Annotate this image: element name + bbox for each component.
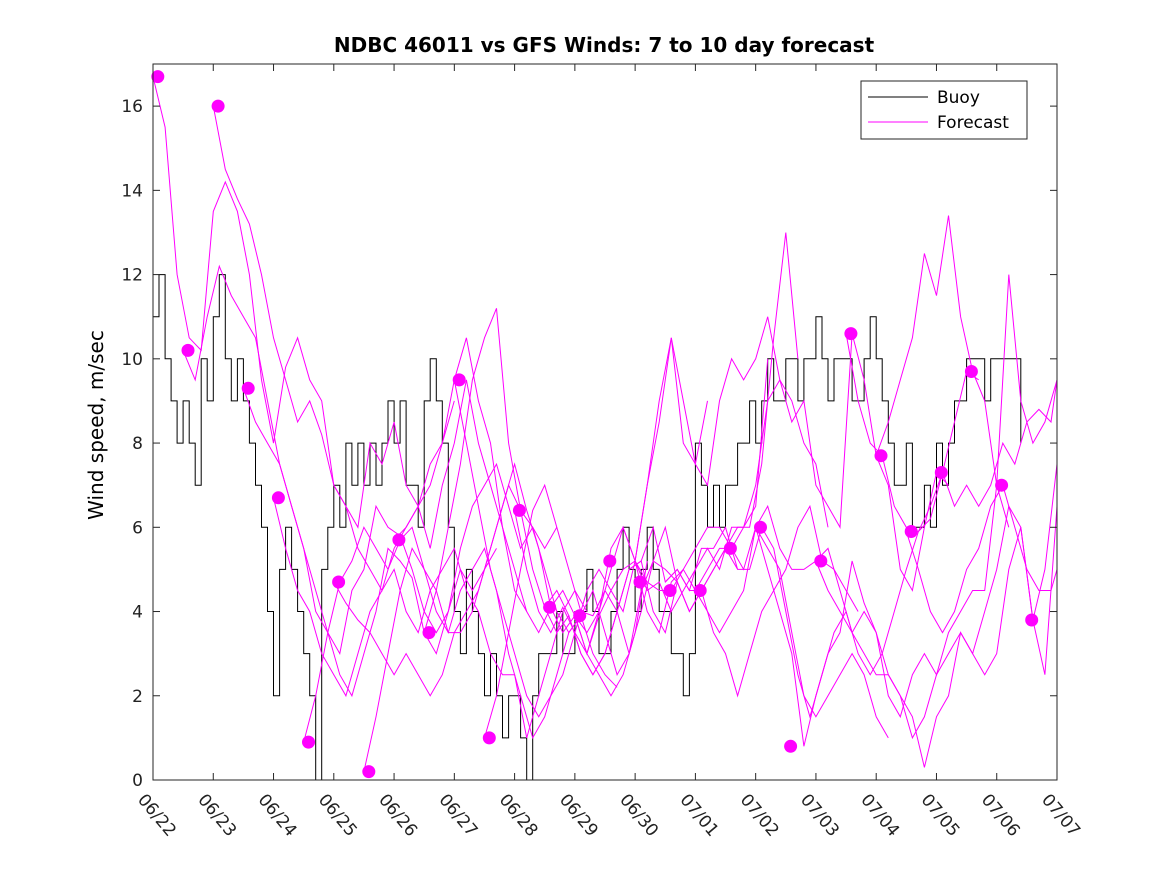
forecast-line-8 bbox=[363, 547, 678, 772]
y-tick-label: 10 bbox=[121, 350, 143, 370]
forecast-marker bbox=[452, 373, 466, 387]
forecast-markers bbox=[151, 70, 1039, 779]
y-tick-label: 2 bbox=[132, 687, 143, 707]
forecast-line-22 bbox=[875, 215, 1057, 486]
forecast-marker bbox=[844, 327, 858, 341]
forecast-line-7 bbox=[333, 462, 648, 697]
y-tick-label: 6 bbox=[132, 518, 143, 538]
forecast-marker bbox=[814, 554, 828, 568]
forecast-marker bbox=[904, 525, 918, 538]
forecast-marker bbox=[754, 520, 767, 534]
forecast-marker bbox=[151, 70, 165, 84]
y-tick-label: 16 bbox=[121, 97, 143, 117]
plot-area bbox=[151, 70, 1057, 780]
forecast-marker bbox=[181, 343, 195, 357]
forecast-marker bbox=[332, 575, 346, 589]
forecast-line-13 bbox=[514, 378, 829, 655]
chart-title: NDBC 46011 vs GFS Winds: 7 to 10 day for… bbox=[334, 33, 875, 57]
forecast-marker bbox=[663, 584, 677, 597]
forecast-marker bbox=[964, 365, 978, 378]
forecast-line-15 bbox=[574, 525, 889, 739]
legend-forecast-label: Forecast bbox=[937, 113, 1009, 133]
forecast-line-19 bbox=[755, 464, 1057, 740]
y-tick-label: 14 bbox=[121, 181, 143, 201]
forecast-line-23 bbox=[905, 483, 1057, 634]
forecast-marker bbox=[874, 449, 888, 463]
forecast-marker bbox=[603, 554, 617, 568]
forecast-marker bbox=[241, 381, 255, 395]
forecast-marker bbox=[362, 765, 376, 779]
forecast-marker bbox=[271, 491, 285, 505]
forecast-line-16 bbox=[634, 316, 949, 592]
forecast-line-6 bbox=[303, 483, 618, 743]
forecast-marker bbox=[723, 541, 737, 555]
y-axis-label: Wind speed, m/sec bbox=[84, 330, 108, 520]
forecast-marker bbox=[1025, 613, 1039, 627]
plot-frame bbox=[152, 63, 1058, 781]
forecast-line-3 bbox=[212, 106, 528, 612]
forecast-marker bbox=[784, 739, 798, 753]
y-tick-label: 8 bbox=[132, 434, 143, 454]
forecast-marker bbox=[302, 735, 315, 749]
y-tick-label: 0 bbox=[132, 771, 143, 791]
forecast-marker bbox=[211, 99, 225, 113]
forecast-marker bbox=[573, 609, 587, 623]
forecast-marker bbox=[543, 600, 557, 614]
forecast-marker bbox=[693, 584, 707, 597]
forecast-marker bbox=[512, 503, 526, 517]
forecast-marker bbox=[934, 466, 948, 479]
forecast-line-18 bbox=[694, 485, 1010, 747]
forecast-line-20 bbox=[815, 504, 1057, 768]
forecast-marker bbox=[392, 533, 406, 547]
legend: Buoy Forecast bbox=[860, 80, 1028, 140]
y-tick-label: 12 bbox=[121, 266, 143, 286]
legend-buoy-label: Buoy bbox=[937, 88, 980, 108]
forecast-line-12 bbox=[484, 232, 799, 739]
forecast-marker bbox=[633, 575, 647, 589]
forecast-line-1 bbox=[153, 76, 455, 529]
legend-box bbox=[860, 80, 1028, 140]
forecast-marker bbox=[482, 731, 496, 745]
forecast-marker bbox=[995, 478, 1009, 492]
y-tick-label: 4 bbox=[132, 603, 143, 623]
forecast-marker bbox=[422, 626, 436, 640]
y-axis: 0 2 4 6 8 10 12 14 16 bbox=[121, 97, 1057, 791]
